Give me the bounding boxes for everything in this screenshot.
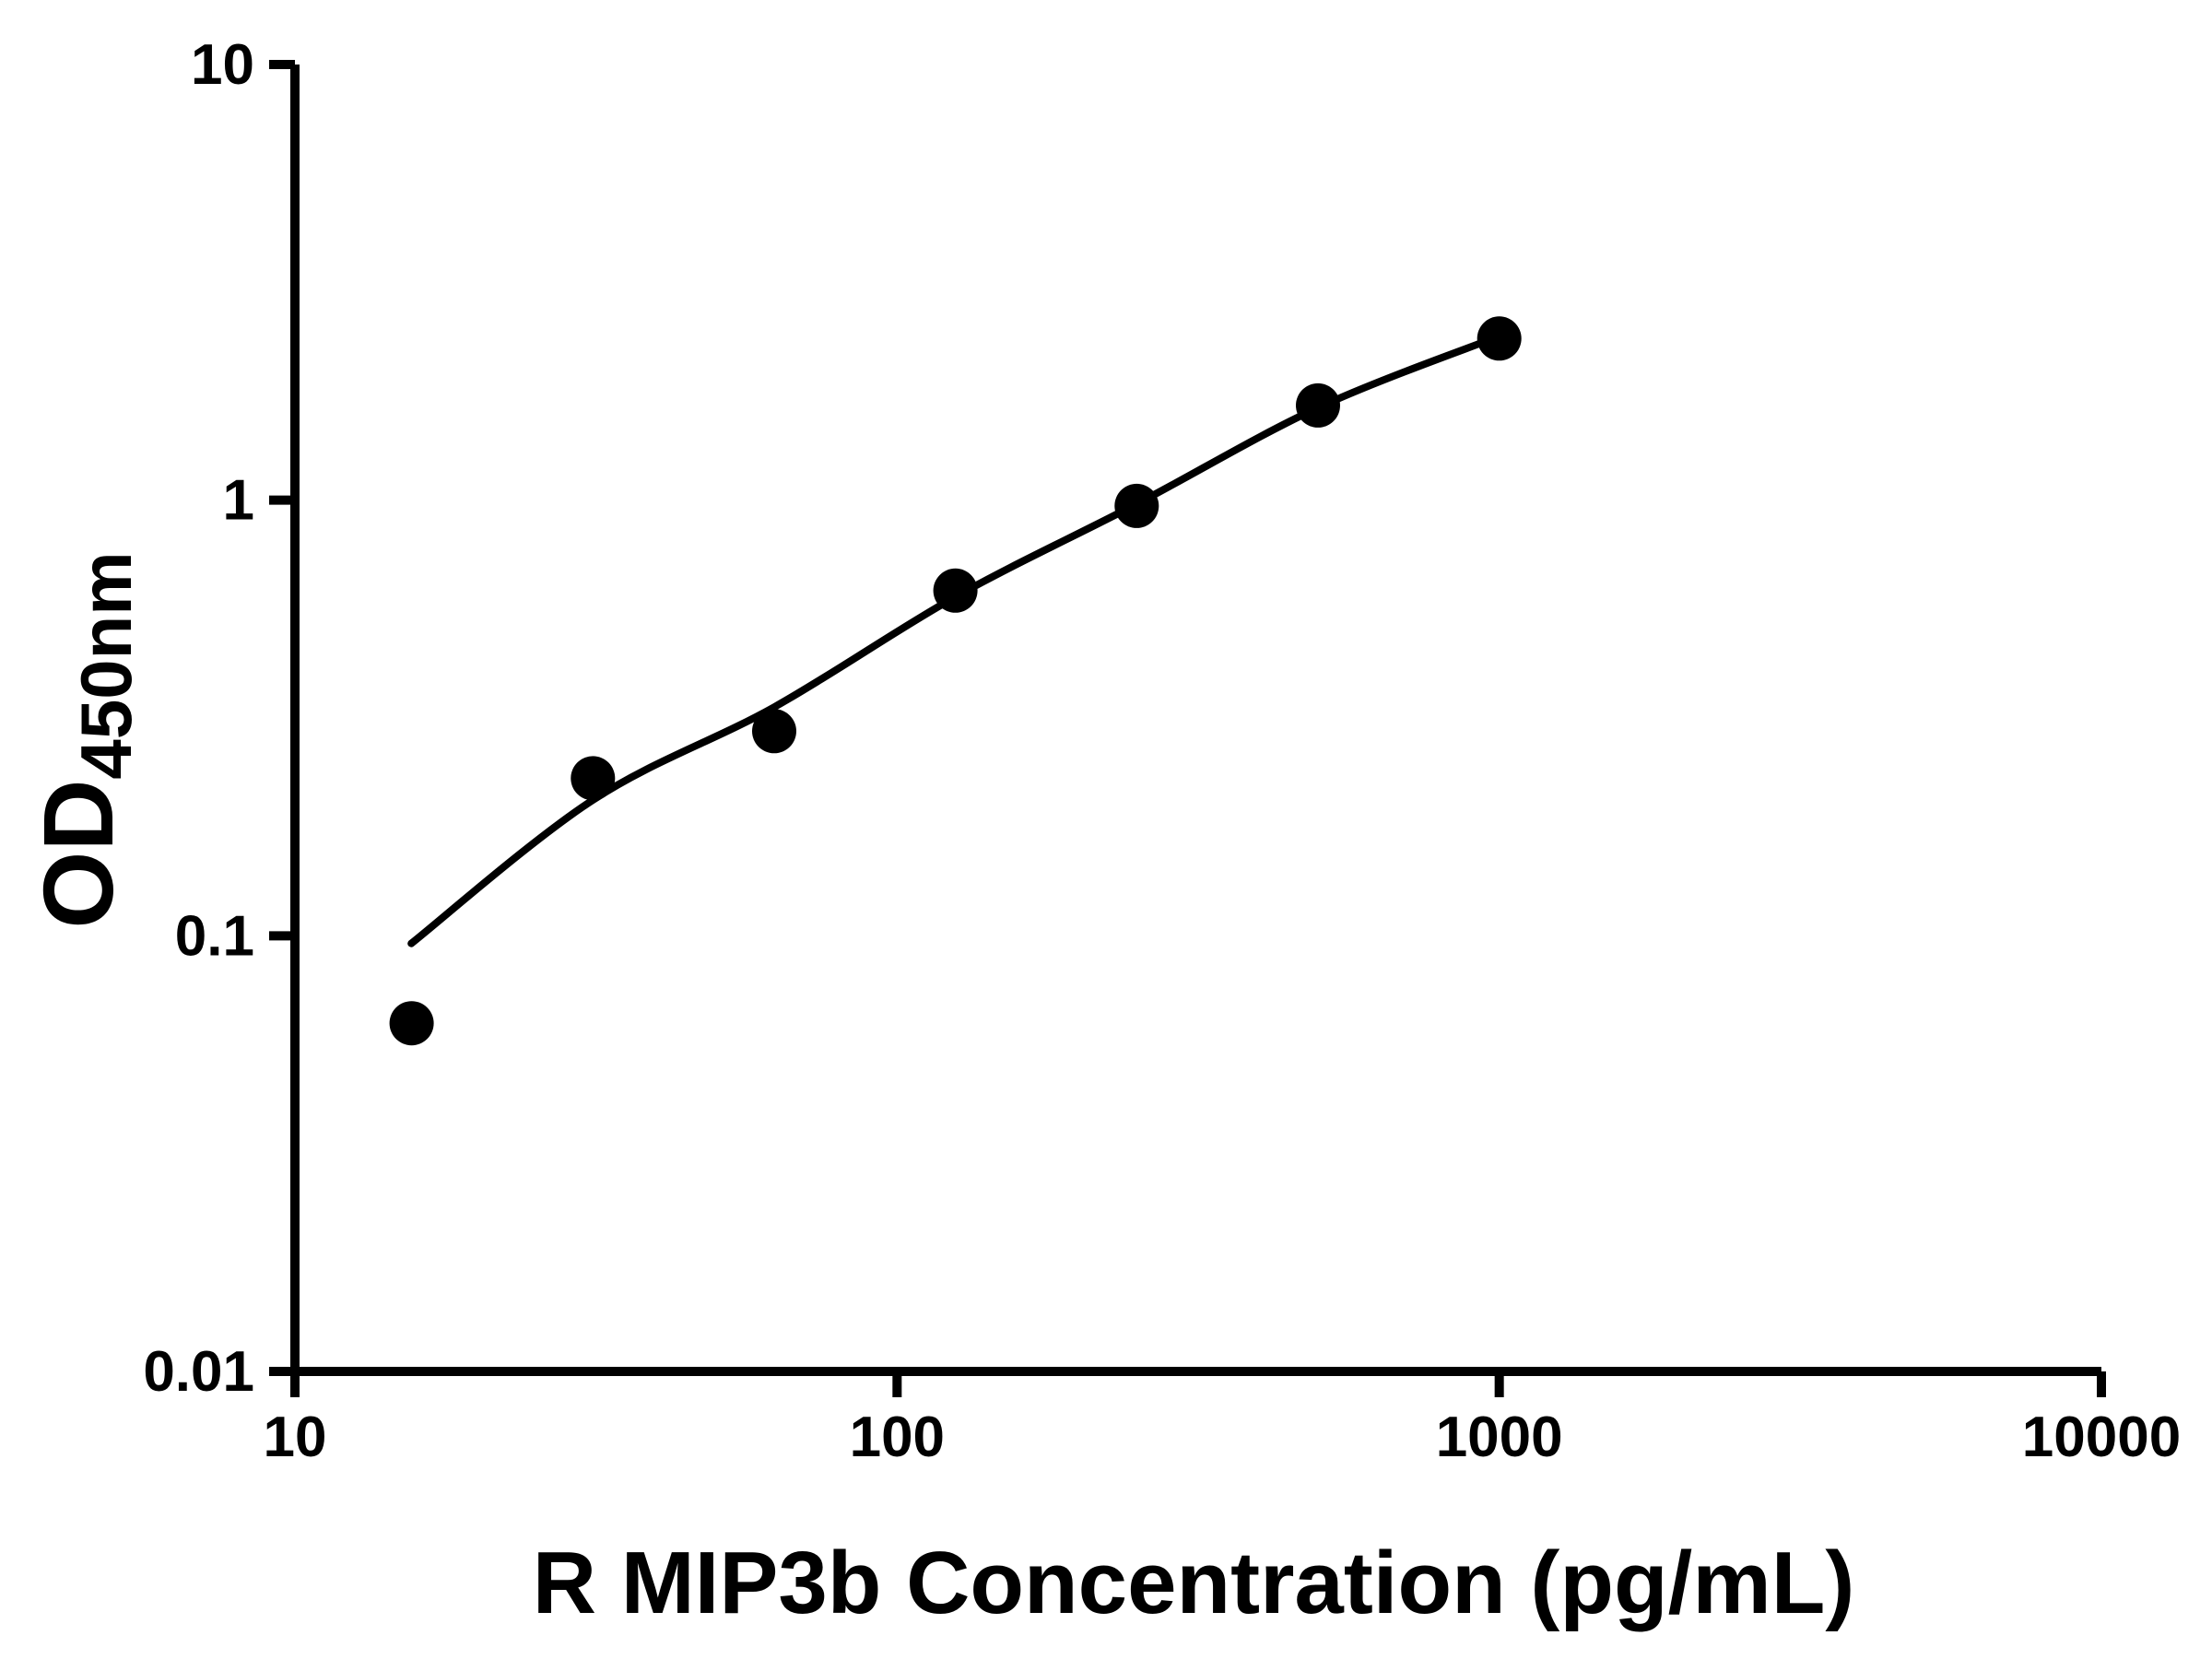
y-tick-label: 1 <box>223 469 254 533</box>
tick-labels: 10 100 1000 10000 0.01 0.1 1 10 <box>143 33 2181 1469</box>
data-point <box>1114 483 1159 528</box>
data-point <box>571 756 616 801</box>
x-axis-title: R MIP3b Concentration (pg/mL) <box>533 1534 1855 1632</box>
fit-curve <box>407 332 1503 947</box>
axes <box>290 65 2101 1376</box>
y-tick-label: 0.1 <box>175 904 254 968</box>
data-point <box>1296 382 1340 428</box>
data-point <box>933 568 978 613</box>
y-tick-label: 0.01 <box>143 1340 254 1404</box>
x-tick-label: 10000 <box>2022 1406 2181 1469</box>
y-axis-title-subscript: 450nm <box>65 551 147 779</box>
data-series <box>389 316 1522 1046</box>
tick-marks <box>269 60 2106 1397</box>
x-tick-label: 1000 <box>1436 1406 1563 1469</box>
y-tick-label: 10 <box>191 33 254 97</box>
y-axis-title: OD450nm <box>22 551 147 928</box>
y-axis-title-main: OD <box>22 780 134 929</box>
x-tick-label: 100 <box>850 1406 945 1469</box>
data-point <box>1477 316 1522 361</box>
data-point <box>389 1001 434 1046</box>
axis-spines <box>290 65 2101 1376</box>
data-point <box>752 709 796 754</box>
x-tick-label: 10 <box>264 1406 327 1469</box>
standards <box>389 316 1522 1046</box>
